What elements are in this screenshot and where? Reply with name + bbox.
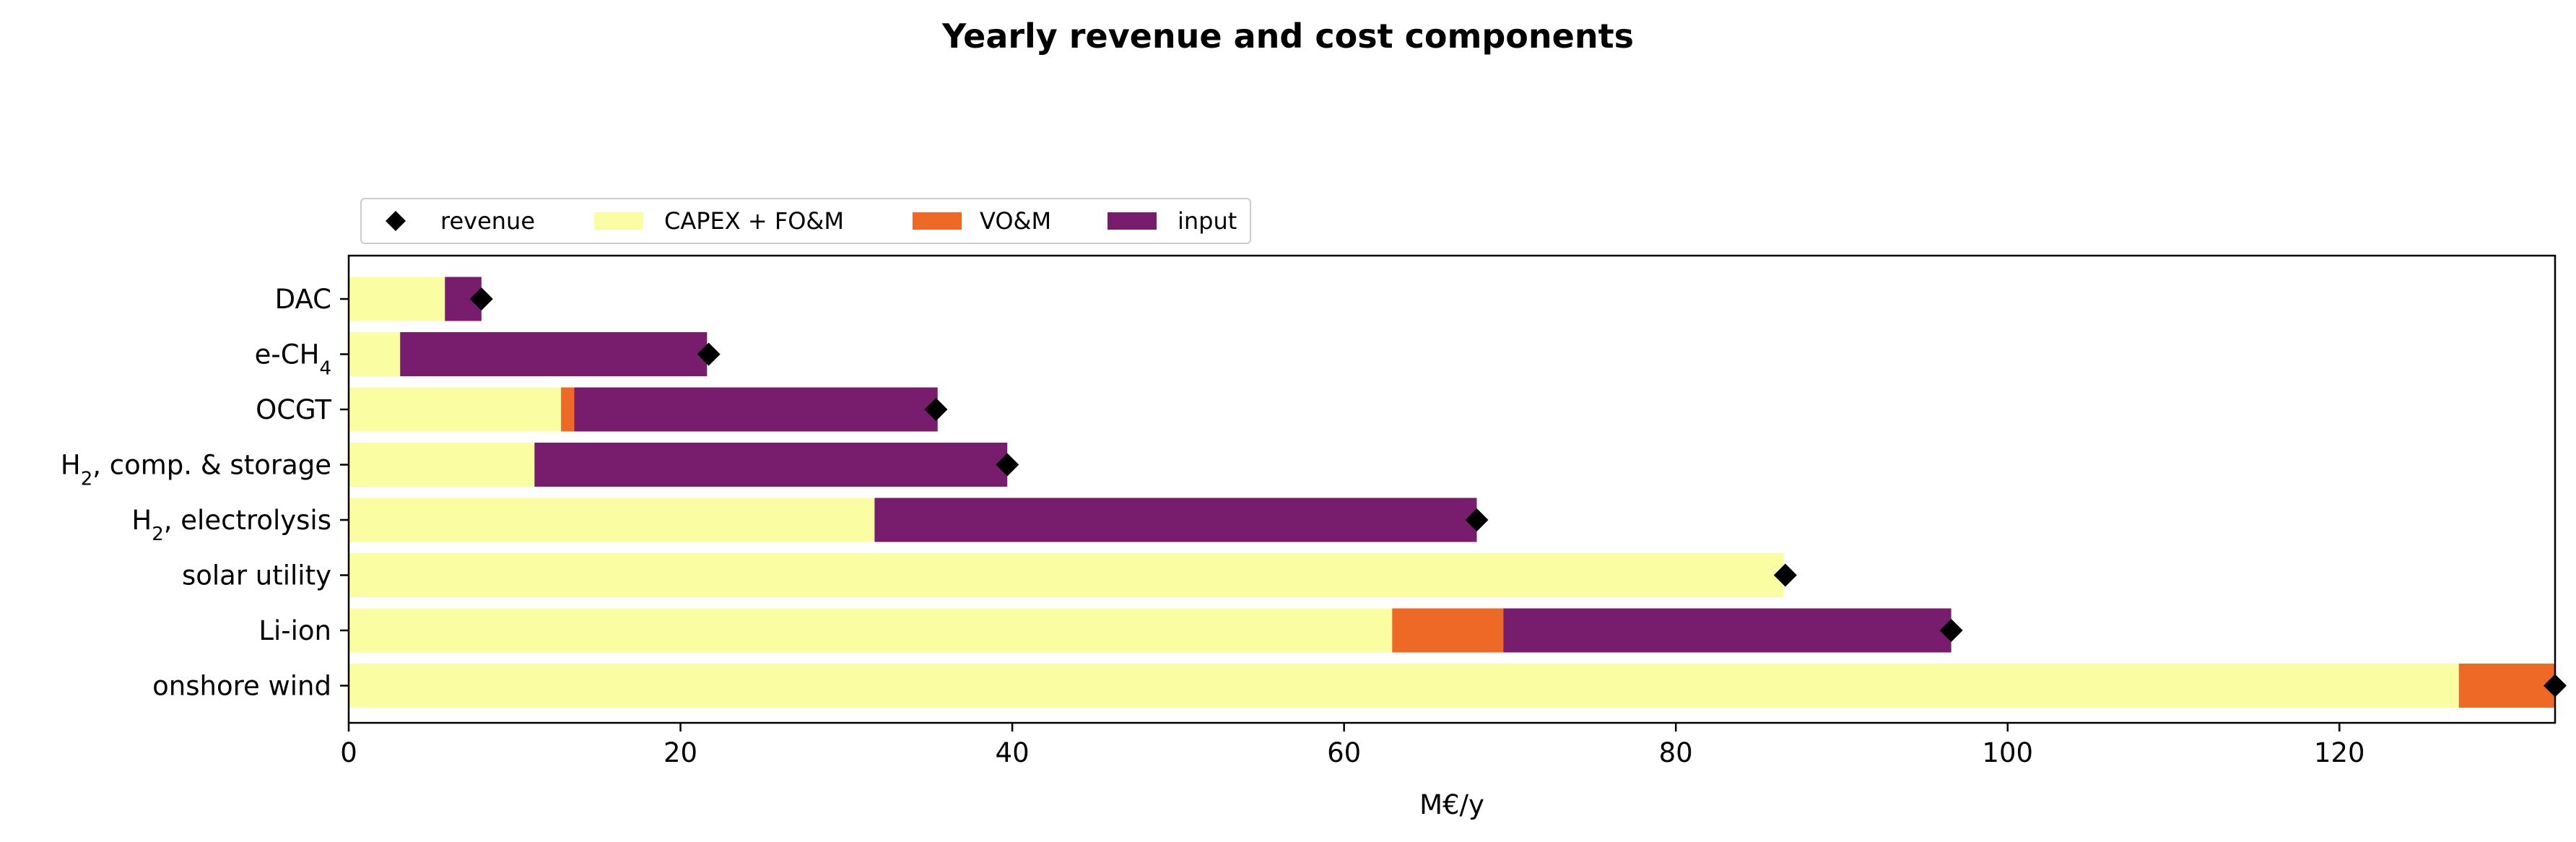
bar-segment	[2458, 664, 2555, 708]
bar-segment	[349, 664, 2459, 708]
legend-label-revenue: revenue	[440, 207, 535, 235]
markers-layer	[469, 287, 2567, 698]
bar-segment	[874, 498, 1477, 542]
bar-segment	[349, 608, 1393, 653]
legend-label: CAPEX + FO&M	[664, 207, 844, 235]
revenue-marker	[1773, 563, 1797, 587]
y-tick-label: H2, comp. & storage	[61, 450, 331, 490]
bar-segment	[1392, 608, 1504, 653]
legend-swatch	[1108, 212, 1157, 230]
plot-frame	[347, 254, 2557, 724]
x-tick-label: 60	[1327, 737, 1361, 768]
y-tick-label: OCGT	[256, 394, 331, 425]
x-tick-label: 80	[1659, 737, 1693, 768]
legend-swatch	[913, 212, 962, 230]
bar-segment	[400, 332, 708, 376]
y-tick-label: DAC	[275, 284, 331, 315]
x-tick-label: 100	[1982, 737, 2033, 768]
bar-segment	[349, 332, 401, 376]
bar-segment	[349, 277, 445, 321]
revenue-marker	[996, 453, 1019, 477]
legend-label: input	[1178, 207, 1237, 235]
legend-marker-revenue	[386, 211, 406, 231]
revenue-marker	[1465, 508, 1489, 531]
y-tick-label: e-CH4	[255, 339, 331, 380]
revenue-marker	[697, 342, 721, 366]
chart-title: Yearly revenue and cost components	[941, 17, 1634, 56]
bar-segment	[349, 498, 875, 542]
legend-swatch	[594, 212, 643, 230]
x-tick-label: 0	[340, 737, 357, 768]
y-tick-label: onshore wind	[152, 671, 331, 702]
revenue-marker	[924, 398, 948, 421]
revenue-marker	[469, 287, 493, 311]
y-axis: DAC e-CH4 OCGT H2, comp. & storage H2, elect…	[61, 284, 349, 702]
legend-box	[360, 198, 1251, 244]
revenue-marker	[1939, 619, 1963, 642]
y-tick-label: H2, electrolysis	[131, 505, 331, 545]
x-tick-label: 40	[996, 737, 1030, 768]
x-tick-label: 120	[2314, 737, 2365, 768]
x-tick-label: 20	[663, 737, 697, 768]
bar-segment	[349, 443, 535, 487]
x-axis: 0 20 40 60 80 100 120	[340, 723, 2365, 768]
legend: revenue CAPEX + FO&M VO&M input	[360, 198, 1251, 244]
bars-layer	[349, 277, 2555, 708]
bar-segment	[349, 387, 562, 432]
x-axis-label: M€/y	[1419, 789, 1484, 820]
y-tick-label: Li-ion	[258, 615, 331, 646]
legend-label: VO&M	[980, 207, 1051, 235]
bar-segment	[349, 553, 1784, 597]
y-tick-label: solar utility	[182, 560, 331, 591]
bar-segment	[574, 387, 938, 432]
bar-segment	[534, 443, 1008, 487]
bar-segment	[1503, 608, 1951, 653]
bar-segment	[561, 387, 575, 432]
